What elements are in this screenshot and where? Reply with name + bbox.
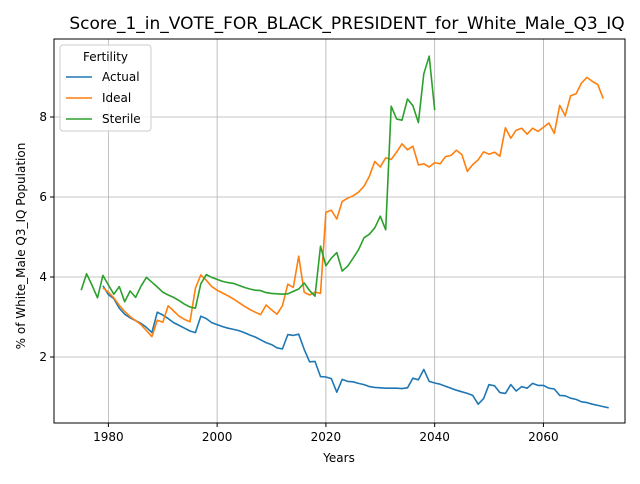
axis-ticks: 1980 2000 2020 2040 2060 2 4 6 8 (39, 110, 558, 444)
plot-area-frame (53, 38, 626, 424)
series-lines (80, 55, 609, 409)
y-tick-label: 6 (39, 190, 47, 204)
legend-label-sterile: Sterile (102, 112, 141, 126)
legend-box (59, 44, 152, 132)
y-tick-label: 8 (39, 110, 47, 124)
x-tick-label: 2000 (202, 430, 233, 444)
series-line-ideal (102, 76, 604, 338)
x-tick-label: 2060 (528, 430, 559, 444)
x-tick-label: 2020 (311, 430, 342, 444)
x-tick-label: 1980 (93, 430, 124, 444)
series-line-sterile (80, 55, 436, 309)
x-tick-label: 2040 (419, 430, 450, 444)
y-tick-label: 2 (39, 350, 47, 364)
legend-title: Fertility (83, 50, 128, 64)
legend-label-ideal: Ideal (102, 91, 131, 105)
legend: Fertility Actual Ideal Sterile (59, 44, 152, 132)
series-line-actual (102, 285, 609, 409)
legend-label-actual: Actual (102, 70, 140, 84)
y-axis-label: % of White_Male Q3_IQ Population (14, 143, 28, 350)
chart-title: Score_1_in_VOTE_FOR_BLACK_PRESIDENT_for_… (69, 14, 624, 34)
x-axis-label: Years (322, 451, 355, 465)
y-tick-label: 4 (39, 270, 47, 284)
